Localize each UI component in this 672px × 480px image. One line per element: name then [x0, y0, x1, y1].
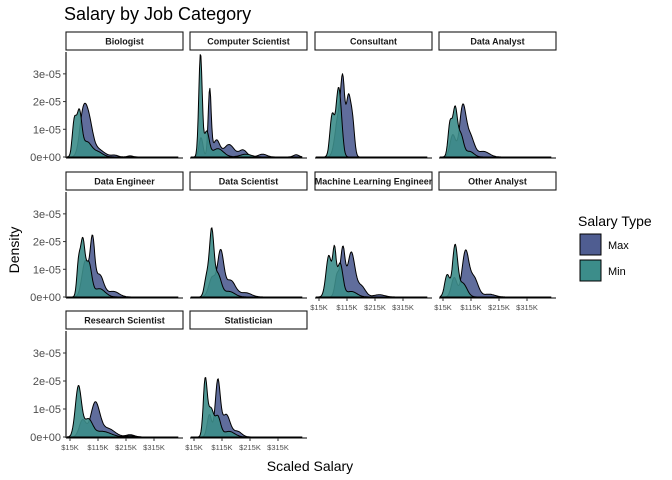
density-min — [190, 54, 303, 158]
density-min — [439, 243, 552, 298]
y-tick-label: 3e-05 — [33, 209, 61, 221]
facet-panel: Data Analyst — [438, 31, 557, 159]
y-tick-label: 3e-05 — [33, 69, 61, 81]
x-tick-label: $315K — [143, 443, 165, 452]
facet-panel: Statistician $15K $115K $215K $315K — [185, 310, 308, 452]
facet-panel: Biologist 0e+00 1e-05 2e-05 3e-05 — [30, 31, 184, 164]
facet-strip — [314, 31, 433, 51]
y-tick-label: 1e-05 — [33, 404, 61, 416]
density-min — [190, 227, 303, 298]
x-tick-label: $15K — [185, 443, 203, 452]
facet-label: Consultant — [350, 37, 397, 47]
facet-strip — [438, 171, 557, 191]
facet-label: Statistician — [224, 316, 272, 326]
x-tick-label: $215K — [488, 303, 510, 312]
density-min — [315, 87, 428, 158]
facet-panels: Biologist 0e+00 1e-05 2e-05 3e-05 Computer Sc… — [30, 31, 557, 452]
density-min — [66, 236, 179, 298]
legend-label-min: Min — [608, 266, 626, 278]
facet-label: Data Scientist — [219, 177, 279, 187]
facet-strip — [65, 31, 184, 51]
y-tick-label: 3e-05 — [33, 348, 61, 360]
facet-label: Data Analyst — [470, 37, 524, 47]
x-tick-label: $315K — [392, 303, 414, 312]
y-tick-label: 2e-05 — [33, 97, 61, 109]
x-tick-label: $215K — [239, 443, 261, 452]
density-min — [190, 377, 303, 438]
legend-entries: Max Min — [579, 233, 629, 282]
x-tick-label: $315K — [267, 443, 289, 452]
chart-title: Salary by Job Category — [64, 4, 251, 24]
x-tick-label: $15K — [434, 303, 452, 312]
facet-label: Biologist — [105, 37, 144, 47]
facet-label: Computer Scientist — [207, 37, 290, 47]
y-tick-label: 1e-05 — [33, 124, 61, 136]
facet-panel: Data Scientist — [189, 171, 308, 299]
density-min — [66, 385, 179, 438]
legend-key-min — [579, 259, 602, 282]
facet-panel: Machine Learning Engineer $15K $115K $215K $… — [310, 171, 433, 312]
density-min — [66, 108, 179, 158]
legend-label-max: Max — [608, 240, 629, 252]
y-tick-label: 2e-05 — [33, 376, 61, 388]
facet-strip — [189, 31, 308, 51]
facet-panel: Data Engineer 0e+00 1e-05 2e-05 3e-05 — [30, 171, 184, 304]
x-tick-label: $315K — [516, 303, 538, 312]
y-tick-label: 2e-05 — [33, 237, 61, 249]
facet-strip — [438, 31, 557, 51]
x-tick-label: $215K — [115, 443, 137, 452]
facet-label: Machine Learning Engineer — [315, 177, 433, 187]
y-tick-label: 0e+00 — [30, 292, 61, 304]
density-min — [315, 244, 428, 298]
x-axis-title: Scaled Salary — [267, 458, 353, 474]
density-min — [439, 105, 552, 158]
facet-label: Research Scientist — [84, 316, 165, 326]
y-axis-title: Density — [6, 227, 22, 274]
facet-strip — [65, 310, 184, 330]
facet-label: Data Engineer — [94, 177, 155, 187]
facet-panel: Research Scientist 0e+00 1e-05 2e-05 3e-05 $1… — [30, 310, 184, 452]
x-tick-label: $115K — [460, 303, 481, 312]
y-tick-label: 0e+00 — [30, 152, 61, 164]
x-tick-label: $115K — [336, 303, 357, 312]
facet-panel: Other Analyst $15K $115K $215K $315K — [434, 171, 557, 312]
x-tick-label: $115K — [211, 443, 232, 452]
legend-key-max — [579, 233, 602, 256]
facet-panel: Consultant — [314, 31, 433, 159]
x-tick-label: $215K — [364, 303, 386, 312]
x-tick-label: $15K — [310, 303, 328, 312]
facet-panel: Computer Scientist — [189, 31, 308, 159]
legend: Salary Type Max Min — [578, 213, 652, 282]
y-tick-label: 0e+00 — [30, 432, 61, 444]
facet-label: Other Analyst — [468, 177, 527, 187]
legend-title: Salary Type — [578, 213, 652, 229]
facet-strip — [189, 310, 308, 330]
x-tick-label: $15K — [61, 443, 79, 452]
facet-strip — [189, 171, 308, 191]
facet-strip — [65, 171, 184, 191]
facet-strip — [314, 171, 433, 191]
x-tick-label: $115K — [87, 443, 108, 452]
y-tick-label: 1e-05 — [33, 264, 61, 276]
